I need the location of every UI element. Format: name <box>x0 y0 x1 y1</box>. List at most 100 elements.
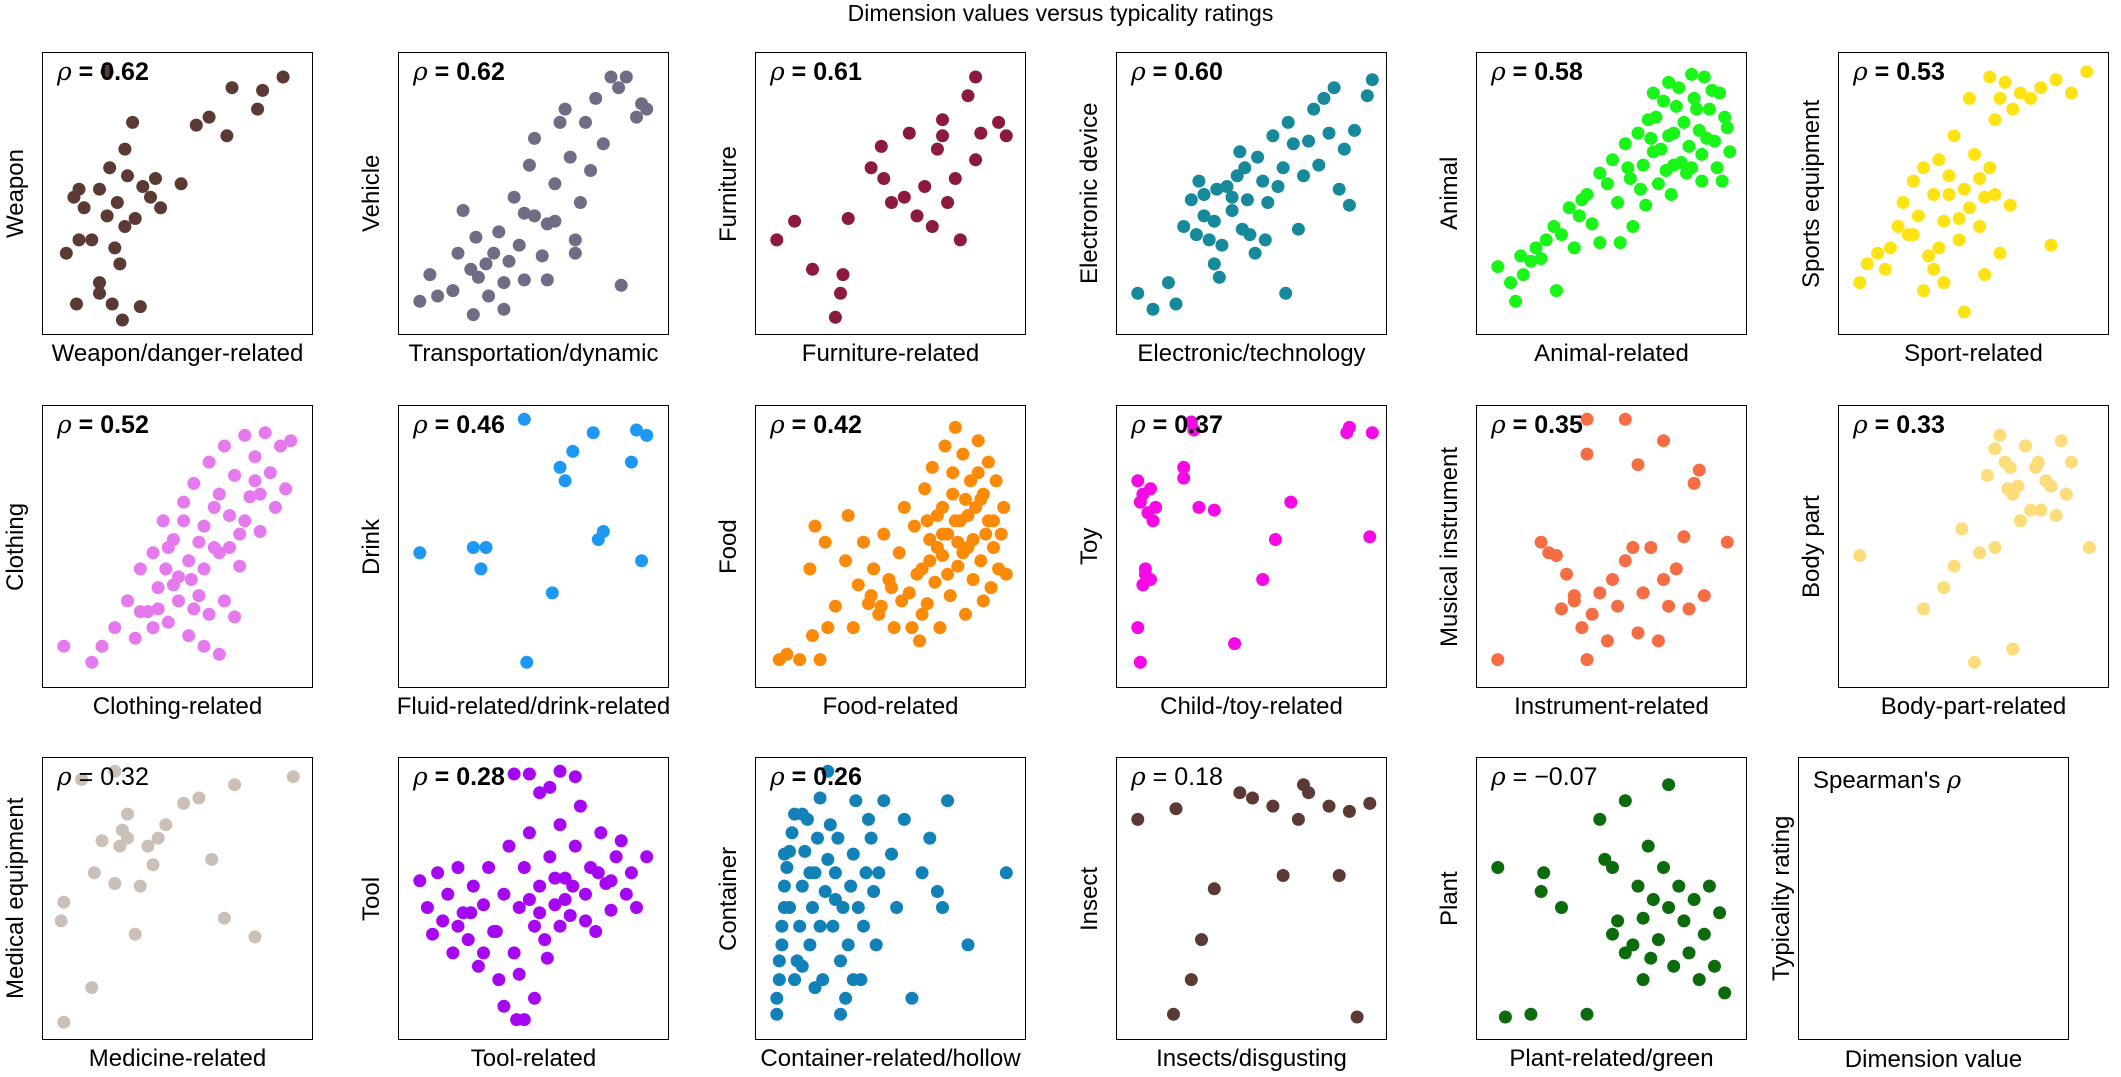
scatter-point <box>839 554 853 568</box>
scatter-point <box>502 254 516 268</box>
scatter-point <box>1261 196 1275 209</box>
scatter-point <box>849 794 863 808</box>
scatter-point <box>938 439 952 453</box>
scatter-point <box>258 426 272 440</box>
scatter-point <box>1988 188 2002 201</box>
rho-value: = 0.33 <box>1867 411 1945 439</box>
scatter-point <box>1210 182 1224 196</box>
scatter-point <box>1957 182 1971 196</box>
scatter-point <box>1555 228 1568 242</box>
scatter-panel-animal: ρ = 0.58 <box>1476 52 1747 335</box>
scatter-point <box>1613 236 1627 250</box>
scatter-point <box>1690 102 1704 116</box>
scatter-point <box>497 887 511 901</box>
scatter-point <box>1177 460 1191 474</box>
scatter-point <box>923 554 937 568</box>
scatter-point <box>93 276 106 290</box>
scatter-point <box>1654 142 1668 156</box>
scatter-point <box>2080 65 2094 79</box>
scatter-point <box>159 818 173 832</box>
scatter-point <box>113 257 127 271</box>
scatter-point <box>1220 180 1234 193</box>
scatter-point <box>1276 869 1290 882</box>
scatter-point <box>1593 166 1607 180</box>
scatter-point <box>1286 137 1300 151</box>
scatter-point <box>772 973 786 987</box>
scatter-point <box>907 519 921 533</box>
scatter-point <box>558 893 572 906</box>
scatter-point <box>1291 812 1305 826</box>
scatter-point <box>217 439 231 453</box>
scatter-point <box>640 428 654 442</box>
scatter-point <box>1585 607 1599 621</box>
scatter-point <box>2044 238 2058 252</box>
scatter-point <box>528 209 541 223</box>
scatter-point <box>172 594 185 608</box>
scatter-point <box>783 901 796 914</box>
scatter-point <box>640 850 654 864</box>
scatter-point <box>1585 217 1599 231</box>
scatter-point <box>1659 164 1673 177</box>
scatter-panel-toy: ρ = 0.37 <box>1116 405 1387 688</box>
scatter-point <box>228 778 242 792</box>
scatter-point <box>1927 188 1941 201</box>
scatter-point <box>1516 268 1530 282</box>
x-axis-label: Fluid-related/drink-related <box>396 693 671 720</box>
scatter-point <box>1682 946 1696 960</box>
spearman-legend-text: Spearman's ρ <box>1813 766 1961 795</box>
scatter-point <box>497 276 511 290</box>
scatter-point <box>604 70 618 84</box>
scatter-point <box>535 249 549 263</box>
y-axis-label: Plant <box>1436 871 1463 926</box>
scatter-point <box>1307 102 1321 116</box>
rho-symbol: ρ <box>57 57 72 86</box>
scatter-point <box>128 927 142 941</box>
scatter-point <box>471 959 485 973</box>
scatter-point <box>466 541 480 554</box>
scatter-point <box>806 901 819 914</box>
scatter-point <box>108 241 122 255</box>
scatter-point <box>451 919 465 933</box>
scatter-point <box>808 519 822 533</box>
scatter-point <box>780 647 794 661</box>
scatter-point <box>1281 115 1295 129</box>
scatter-point <box>1322 799 1336 813</box>
scatter-point <box>877 172 891 185</box>
scatter-panel-weapon: ρ = 0.62 <box>42 52 313 335</box>
scatter-plot-area <box>57 426 298 669</box>
scatter-point <box>961 509 975 522</box>
scatter-point <box>441 887 455 901</box>
scatter-point <box>1937 214 1951 228</box>
scatter-point <box>1634 182 1647 196</box>
scatter-point <box>630 110 643 124</box>
scatter-point <box>793 919 807 933</box>
scatter-point <box>108 621 122 635</box>
y-axis-label: Sports equipment <box>1798 99 1825 288</box>
x-axis-label: Weapon/danger-related <box>51 340 304 367</box>
scatter-point <box>1662 75 1676 89</box>
scatter-panel-insect: ρ = 0.18 <box>1116 757 1387 1040</box>
scatter-point <box>1611 914 1625 928</box>
scatter-point <box>1697 589 1711 603</box>
scatter-point <box>207 500 221 514</box>
scatter-point <box>1365 426 1379 440</box>
y-axis-label: Body part <box>1798 495 1825 598</box>
y-axis-label: Vehicle <box>358 154 385 233</box>
scatter-point <box>897 190 911 204</box>
scatter-point <box>220 129 234 143</box>
scatter-point <box>517 1013 531 1027</box>
scatter-point <box>1529 241 1543 255</box>
scatter-point <box>251 102 265 116</box>
spearman-rho-label: ρ = 0.62 <box>57 57 149 87</box>
scatter-point <box>517 861 531 874</box>
scatter-point <box>974 554 988 568</box>
scatter-point <box>579 887 592 901</box>
scatter-point <box>619 70 633 84</box>
spearman-rho-label: ρ = 0.35 <box>1491 410 1583 440</box>
scatter-point <box>586 426 600 440</box>
scatter-point <box>964 474 978 488</box>
scatter-point <box>612 81 626 95</box>
scatter-point <box>1337 142 1351 156</box>
spearman-rho-label: ρ = 0.61 <box>770 57 862 87</box>
scatter-point <box>1853 276 1867 290</box>
